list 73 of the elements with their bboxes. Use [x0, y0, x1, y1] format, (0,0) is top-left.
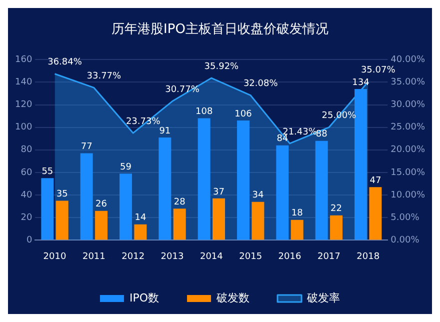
- bar: [276, 145, 289, 240]
- y2-tick-label: 5.00%: [390, 212, 420, 223]
- x-tick-label: 2010: [43, 252, 66, 262]
- data-label: 25.00%: [322, 111, 357, 122]
- y-tick-label: 20: [20, 212, 32, 223]
- bar: [237, 120, 250, 240]
- x-tick-label: 2013: [160, 252, 184, 262]
- bar: [212, 198, 226, 240]
- data-label: 91: [159, 126, 171, 136]
- data-label: 28: [174, 197, 186, 208]
- bar: [252, 202, 264, 240]
- y-tick-label: 140: [14, 78, 32, 88]
- data-label: 77: [80, 142, 92, 152]
- data-label: 18: [291, 208, 304, 219]
- data-label: 37: [213, 187, 224, 198]
- bar: [354, 88, 367, 240]
- y2-tick-label: 10.00%: [390, 190, 426, 200]
- bar: [134, 224, 147, 240]
- data-label: 36.84%: [48, 58, 82, 68]
- bar: [198, 118, 210, 240]
- y-tick-label: 0: [26, 236, 32, 246]
- bar: [290, 220, 304, 240]
- bar: [315, 140, 328, 240]
- y-tick-label: 40: [20, 190, 32, 200]
- y2-tick-label: 15.00%: [390, 168, 426, 178]
- data-label: 47: [370, 176, 382, 186]
- bar: [95, 210, 108, 240]
- data-label: 106: [234, 109, 252, 120]
- bar: [56, 200, 68, 240]
- x-tick-label: 2015: [239, 252, 262, 262]
- data-label: 108: [195, 107, 213, 118]
- chart-title: 历年港股IPO主板首日收盘价破发情况: [112, 21, 328, 38]
- data-label: 59: [120, 162, 132, 172]
- data-label: 84: [276, 134, 288, 144]
- data-label: 34: [252, 190, 264, 201]
- data-label: 33.77%: [86, 72, 122, 82]
- bar: [330, 215, 343, 240]
- y2-tick-label: 35.00%: [390, 78, 426, 88]
- bar: [80, 153, 93, 240]
- data-label: 26: [96, 200, 108, 210]
- legend-label: 破发率: [306, 291, 340, 304]
- bar: [173, 208, 186, 240]
- bar: [158, 137, 172, 240]
- y2-tick-label: 25.00%: [390, 122, 426, 133]
- data-label: 88: [316, 130, 328, 140]
- x-tick-label: 2014: [200, 252, 224, 262]
- data-label: 22: [330, 204, 342, 214]
- legend-label: 破发数: [216, 291, 250, 304]
- x-tick-label: 2017: [317, 252, 340, 262]
- y2-tick-label: 30.00%: [390, 100, 426, 110]
- data-label: 14: [134, 213, 146, 224]
- data-label: 35.92%: [204, 62, 240, 72]
- y2-tick-label: 0.00%: [390, 236, 420, 246]
- x-tick-label: 2018: [356, 252, 380, 262]
- y-tick-label: 120: [14, 100, 32, 110]
- data-label: 35.07%: [360, 66, 396, 76]
- data-label: 55: [42, 166, 54, 177]
- data-label: 32.08%: [243, 79, 278, 90]
- legend-label: IPO数: [129, 291, 160, 304]
- y-tick-label: 80: [20, 145, 32, 156]
- y-tick-label: 60: [20, 168, 32, 178]
- y2-tick-label: 40.00%: [390, 54, 426, 65]
- x-tick-label: 2011: [82, 252, 106, 262]
- data-label: 35: [56, 190, 68, 200]
- y-tick-label: 100: [14, 122, 32, 133]
- y2-tick-label: 20.00%: [390, 145, 426, 156]
- bar: [41, 178, 54, 240]
- x-tick-label: 2012: [122, 252, 145, 262]
- bar: [369, 187, 382, 240]
- x-tick-label: 2016: [278, 252, 302, 262]
- data-label: 134: [352, 78, 370, 88]
- bar: [120, 174, 132, 240]
- y-tick-label: 160: [14, 54, 32, 65]
